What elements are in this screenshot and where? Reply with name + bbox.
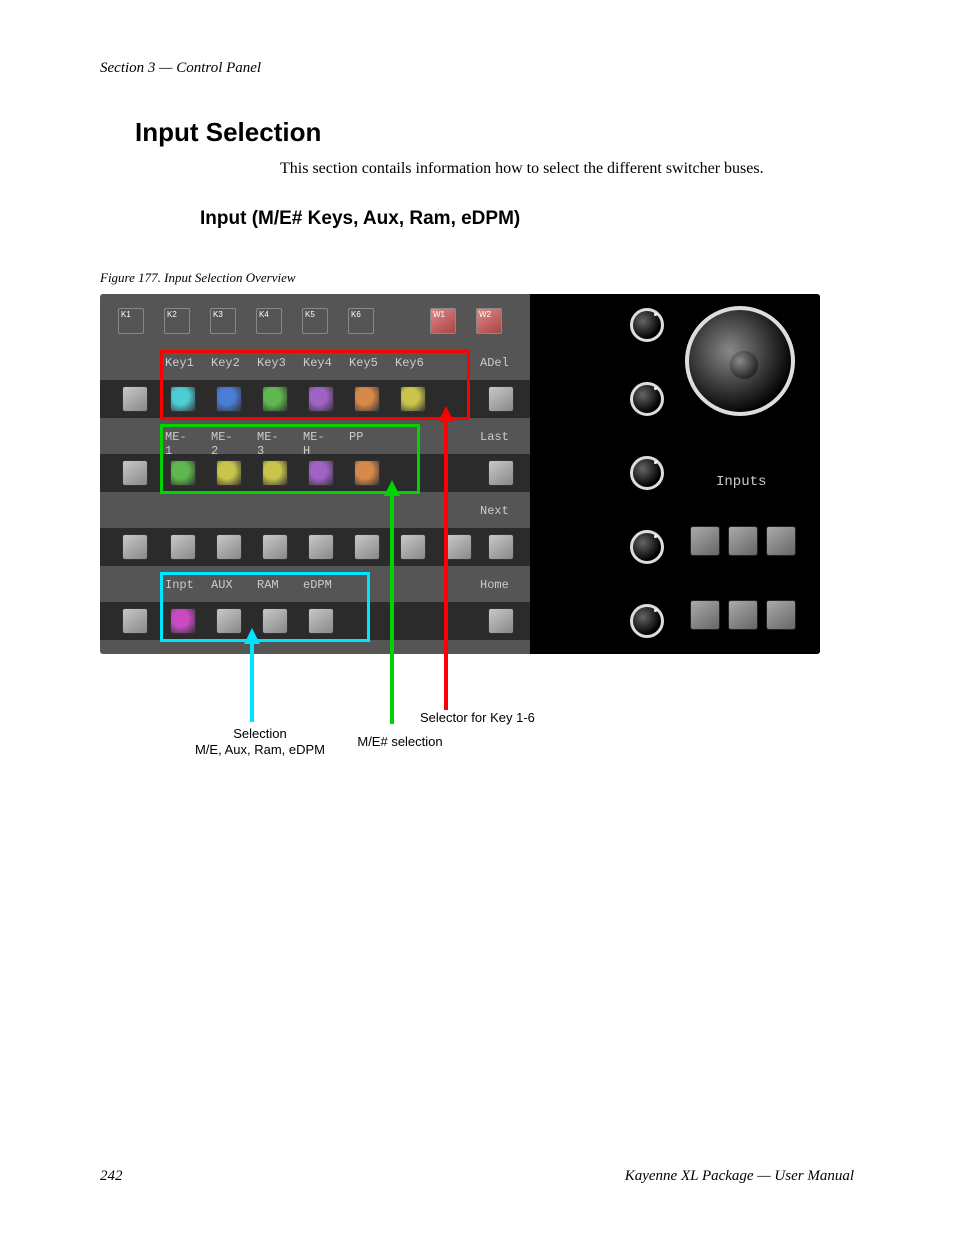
annotation-cyan: Selection M/E, Aux, Ram, eDPM [180, 726, 340, 757]
row3-button-2[interactable] [262, 534, 288, 560]
intro-text: This section contails information how to… [280, 160, 854, 178]
top-key-k3[interactable]: K3 [210, 308, 236, 334]
row4-left-button[interactable] [122, 608, 148, 634]
top-key-label: K3 [213, 310, 223, 319]
right-sq-5[interactable] [728, 600, 758, 630]
figure-caption: Figure 177. Input Selection Overview [100, 270, 854, 286]
top-key-label: W1 [433, 310, 445, 319]
page-number: 242 [100, 1168, 123, 1185]
knob-5[interactable] [630, 604, 664, 638]
top-key-label: K6 [351, 310, 361, 319]
row3-button-0[interactable] [170, 534, 196, 560]
top-key-label: K5 [305, 310, 315, 319]
row1-end-button[interactable] [488, 386, 514, 412]
row4-end-label: Home [480, 578, 509, 592]
row2-end-label: Last [480, 430, 509, 444]
arrow-cyan-head [244, 628, 260, 644]
arrow-green-head [384, 480, 400, 496]
annotation-cyan-line1: Selection [233, 726, 286, 741]
knob-2[interactable] [630, 382, 664, 416]
annotation-cyan-line2: M/E, Aux, Ram, eDPM [195, 742, 325, 757]
row3-end-label: Next [480, 504, 509, 518]
arrow-red-head [438, 406, 454, 422]
top-key-label: K1 [121, 310, 131, 319]
top-key-label: K4 [259, 310, 269, 319]
footer: 242 Kayenne XL Package — User Manual [100, 1168, 854, 1185]
arrow-red [444, 420, 448, 710]
row4-end-button[interactable] [488, 608, 514, 634]
subsection-title: Input (M/E# Keys, Aux, Ram, eDPM) [200, 208, 854, 230]
row3-left-button[interactable] [122, 534, 148, 560]
highlight-green [160, 424, 420, 494]
row3-button-6[interactable] [446, 534, 472, 560]
top-key-w2[interactable]: W2 [476, 308, 502, 334]
row2-left-button[interactable] [122, 460, 148, 486]
row3-button-4[interactable] [354, 534, 380, 560]
right-sq-3[interactable] [766, 526, 796, 556]
knob-3[interactable] [630, 456, 664, 490]
inputs-label: Inputs [716, 474, 766, 490]
highlight-red [160, 350, 470, 420]
top-key-k5[interactable]: K5 [302, 308, 328, 334]
top-key-w1[interactable]: W1 [430, 308, 456, 334]
row2-end-button[interactable] [488, 460, 514, 486]
arrow-cyan [250, 642, 254, 722]
row3-button-1[interactable] [216, 534, 242, 560]
annotation-green: M/E# selection [340, 734, 460, 750]
manual-title: Kayenne XL Package — User Manual [625, 1168, 854, 1185]
highlight-cyan [160, 572, 370, 642]
figure-wrap: K1K2K3K4K5K6W1W2 Key1Key2Key3Key4Key5Key… [100, 294, 860, 654]
right-sq-4[interactable] [690, 600, 720, 630]
top-key-k2[interactable]: K2 [164, 308, 190, 334]
right-sq-6[interactable] [766, 600, 796, 630]
row1-end-label: ADel [480, 356, 509, 370]
top-key-k6[interactable]: K6 [348, 308, 374, 334]
top-key-k1[interactable]: K1 [118, 308, 144, 334]
control-panel: K1K2K3K4K5K6W1W2 Key1Key2Key3Key4Key5Key… [100, 294, 820, 654]
top-key-k4[interactable]: K4 [256, 308, 282, 334]
page-title: Input Selection [135, 117, 854, 148]
row1-left-button[interactable] [122, 386, 148, 412]
right-sq-2[interactable] [728, 526, 758, 556]
right-sq-1[interactable] [690, 526, 720, 556]
section-header: Section 3 — Control Panel [100, 60, 854, 77]
arrow-green [390, 494, 394, 724]
knob-1[interactable] [630, 308, 664, 342]
annotation-red: Selector for Key 1-6 [420, 710, 580, 726]
row3-button-3[interactable] [308, 534, 334, 560]
row3-end-button[interactable] [488, 534, 514, 560]
big-knob[interactable] [685, 306, 795, 416]
top-key-label: K2 [167, 310, 177, 319]
row3-button-5[interactable] [400, 534, 426, 560]
knob-4[interactable] [630, 530, 664, 564]
top-key-label: W2 [479, 310, 491, 319]
